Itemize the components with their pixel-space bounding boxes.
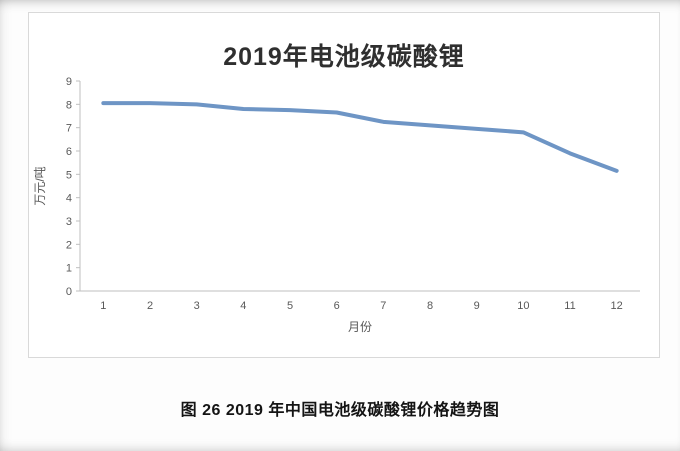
y-tick-label: 7 [66,123,72,135]
x-tick-label: 12 [611,300,623,312]
x-tick-label: 10 [517,300,529,312]
x-tick-label: 11 [564,300,575,312]
y-axis-label: 万元/吨 [33,166,47,205]
y-tick-label: 0 [66,286,72,298]
x-tick-label: 8 [427,300,433,312]
y-tick-label: 2 [66,239,72,251]
x-tick-label: 7 [380,300,386,312]
x-tick-label: 2 [147,300,153,312]
y-tick-label: 1 [66,263,72,275]
x-tick-label: 3 [194,300,200,312]
y-tick-label: 8 [66,99,72,111]
y-tick-label: 5 [66,169,72,181]
x-tick-label: 6 [334,300,340,312]
x-tick-label: 1 [100,300,106,312]
x-tick-label: 5 [287,300,293,312]
chart-title: 2019年电池级碳酸锂 [223,43,465,71]
x-tick-label: 4 [240,300,246,312]
y-tick-label: 9 [66,76,72,88]
y-tick-label: 3 [66,216,72,228]
y-tick-label: 4 [66,193,72,205]
figure-caption: 图 26 2019 年中国电池级碳酸锂价格趋势图 [180,402,500,419]
price-line [101,101,619,173]
price-trend-chart: 2019年电池级碳酸锂 0 1 2 3 4 5 6 7 8 9 1 2 3 4 5 6 7 8 9 10 11 12 月份万… [28,12,660,358]
x-axis-label: 月份 [348,320,372,334]
x-tick-label: 9 [474,300,480,312]
y-tick-label: 6 [66,146,72,158]
